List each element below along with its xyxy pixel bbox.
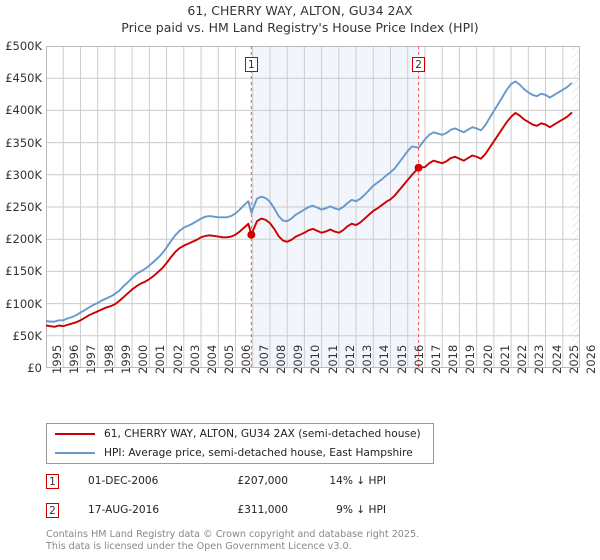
x-axis-tick: 1997 [84, 344, 99, 374]
legend-swatch-hpi [55, 451, 95, 454]
transaction-number: 2 [46, 503, 59, 518]
x-axis-tick: 2011 [325, 344, 340, 374]
series-line-hpi [46, 80, 573, 323]
transaction-row: 1 01-DEC-2006 £207,000 14% ↓ HPI [46, 474, 446, 494]
y-axis-tick: £200K [5, 232, 42, 247]
transaction-hpi-delta: 14% ↓ HPI [329, 475, 386, 487]
x-axis-tick: 2021 [497, 344, 512, 374]
legend-item-hpi: HPI: Average price, semi-detached house,… [47, 443, 433, 462]
x-axis-tick: 2006 [239, 344, 254, 374]
x-axis-tick: 2017 [428, 344, 443, 374]
x-axis-tick: 1998 [101, 344, 116, 374]
x-axis-tick: 2007 [256, 344, 271, 374]
x-axis-tick: 2019 [463, 344, 478, 374]
page-title: 61, CHERRY WAY, ALTON, GU34 2AX [187, 3, 413, 18]
x-axis-tick: 2000 [136, 344, 151, 374]
y-axis-tick: £400K [5, 103, 42, 118]
y-axis-tick: £150K [5, 264, 42, 279]
x-axis-tick: 2020 [480, 344, 495, 374]
x-axis-tick: 2009 [291, 344, 306, 374]
transaction-row: 2 17-AUG-2016 £311,000 9% ↓ HPI [46, 503, 446, 523]
transaction-price: £207,000 [237, 475, 288, 487]
x-axis-tick: 2004 [205, 344, 220, 374]
x-axis-tick: 2014 [377, 344, 392, 374]
legend-swatch-price-paid [55, 432, 95, 435]
x-axis-tick: 2025 [566, 344, 581, 374]
y-axis-tick: £250K [5, 200, 42, 214]
x-axis-tick: 2016 [411, 344, 426, 374]
transaction-number: 1 [46, 474, 59, 489]
x-axis-tick: 2024 [549, 344, 564, 374]
chart-canvas [46, 46, 580, 368]
y-axis-tick: £0 [27, 361, 42, 375]
footer-line-1: Contains HM Land Registry data © Crown c… [46, 529, 420, 540]
x-axis-tick: 2002 [170, 344, 185, 374]
x-axis-tick: 2008 [273, 344, 288, 374]
x-axis-tick: 2015 [394, 344, 409, 374]
transaction-date: 01-DEC-2006 [88, 475, 159, 487]
footer-line-2: This data is licensed under the Open Gov… [46, 540, 352, 552]
x-axis-tick: 1996 [67, 344, 82, 374]
x-axis-tick: 2022 [515, 344, 530, 374]
legend-item-price-paid: 61, CHERRY WAY, ALTON, GU34 2AX (semi-de… [47, 424, 433, 443]
x-axis-tick: 2010 [308, 344, 323, 374]
projection-hatch [572, 46, 580, 368]
transaction-marker-dot[interactable] [414, 163, 423, 172]
x-axis-tick: 1999 [118, 344, 133, 374]
x-axis-tick: 1995 [50, 344, 64, 374]
transaction-price: £311,000 [237, 504, 288, 516]
legend-label-hpi: HPI: Average price, semi-detached house,… [104, 446, 413, 459]
x-axis-tick: 2018 [446, 344, 461, 374]
x-axis-tick: 2026 [584, 344, 598, 374]
plot-area [46, 46, 580, 368]
y-axis-tick: £450K [5, 71, 42, 86]
y-axis-tick: £300K [5, 167, 42, 182]
chart-legend: 61, CHERRY WAY, ALTON, GU34 2AX (semi-de… [46, 423, 434, 464]
legend-label-price-paid: 61, CHERRY WAY, ALTON, GU34 2AX (semi-de… [104, 427, 421, 440]
y-axis-tick: £50K [12, 328, 43, 343]
y-axis-labels: £0 £50K £100K £150K £200K £250K £300K £350K £400… [0, 39, 43, 375]
x-axis-tick: 2012 [342, 344, 357, 374]
x-axis-tick: 2003 [187, 344, 202, 374]
x-axis-tick: 2023 [532, 344, 547, 374]
transaction-hpi-delta: 9% ↓ HPI [336, 504, 386, 516]
x-axis-tick: 2001 [153, 344, 168, 374]
x-axis-tick: 2005 [222, 344, 237, 374]
x-axis-labels: 1995 1996 1997 1998 1999 2000 2001 2002 2003 2004… [46, 345, 598, 412]
y-axis-tick: £500K [5, 39, 42, 53]
plot-border [46, 46, 580, 368]
y-axis-tick: £350K [5, 135, 42, 150]
series-line-price-paid [46, 112, 573, 328]
x-axis-tick: 2013 [360, 344, 375, 374]
y-axis-tick: £100K [5, 296, 42, 311]
page-subtitle: Price paid vs. HM Land Registry's House … [121, 20, 479, 35]
transaction-date: 17-AUG-2016 [88, 504, 160, 516]
chart-title: 61, CHERRY WAY, ALTON, GU34 2AX Price pa… [0, 2, 600, 36]
marker-callout-box[interactable]: 2 [412, 57, 426, 72]
footer-attribution: Contains HM Land Registry data © Crown c… [46, 529, 566, 552]
marker-callout-box[interactable]: 1 [244, 57, 258, 72]
transaction-marker-dot[interactable] [247, 230, 256, 239]
